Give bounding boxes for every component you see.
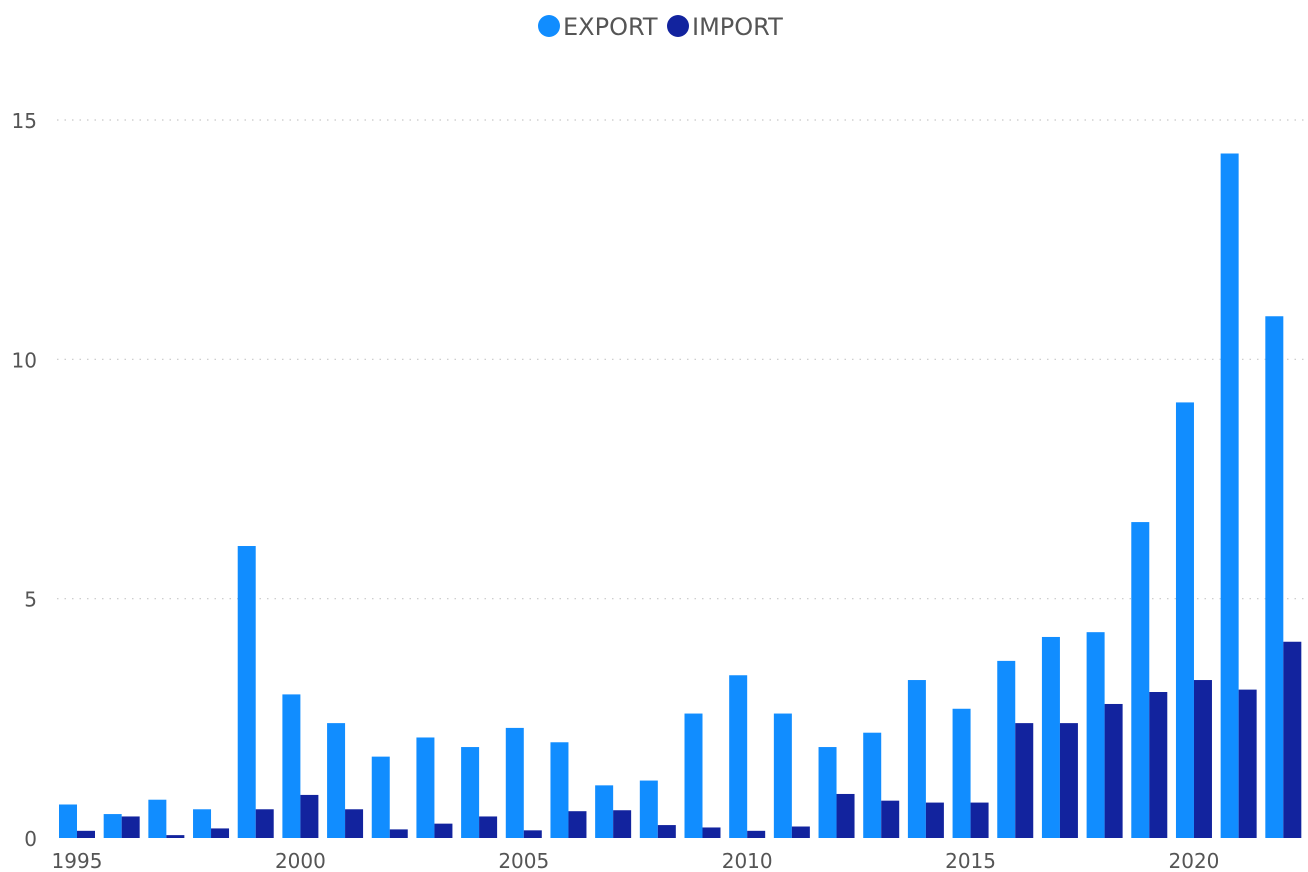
bar-import-2009[interactable] bbox=[702, 827, 721, 838]
bar-import-1997[interactable] bbox=[166, 835, 185, 838]
x-tick-label: 2010 bbox=[722, 849, 773, 872]
bar-import-2002[interactable] bbox=[389, 829, 408, 838]
y-tick-label: 5 bbox=[24, 588, 37, 612]
y-tick-label: 15 bbox=[12, 109, 37, 133]
bars bbox=[59, 153, 1302, 839]
bar-import-2019[interactable] bbox=[1149, 692, 1168, 838]
bar-export-1998[interactable] bbox=[193, 809, 212, 838]
bar-export-2009[interactable] bbox=[684, 713, 703, 838]
y-tick-label: 10 bbox=[12, 348, 37, 372]
bar-export-2020[interactable] bbox=[1175, 402, 1194, 838]
bar-import-2014[interactable] bbox=[925, 802, 944, 838]
bar-export-2012[interactable] bbox=[818, 747, 837, 838]
legend-label-export: EXPORT bbox=[563, 13, 658, 41]
bar-import-1998[interactable] bbox=[211, 828, 230, 838]
bar-export-2017[interactable] bbox=[1041, 636, 1060, 838]
bar-export-1997[interactable] bbox=[148, 799, 167, 838]
legend-marker-export bbox=[538, 15, 560, 37]
bar-import-2010[interactable] bbox=[747, 830, 766, 838]
bar-export-2007[interactable] bbox=[595, 785, 614, 838]
bar-export-2011[interactable] bbox=[773, 713, 792, 838]
bar-export-2006[interactable] bbox=[550, 742, 569, 838]
bar-import-1996[interactable] bbox=[121, 816, 140, 838]
bar-export-2013[interactable] bbox=[863, 732, 882, 838]
bar-import-2001[interactable] bbox=[345, 809, 364, 838]
x-tick-label: 1995 bbox=[52, 849, 103, 872]
gridlines bbox=[57, 119, 1308, 600]
bar-export-2004[interactable] bbox=[461, 747, 480, 838]
bar-import-2013[interactable] bbox=[881, 800, 900, 838]
bar-export-2022[interactable] bbox=[1265, 316, 1284, 839]
legend-label-import: IMPORT bbox=[692, 13, 783, 41]
bar-export-2019[interactable] bbox=[1131, 522, 1150, 838]
legend-marker-import bbox=[667, 15, 689, 37]
bar-import-2004[interactable] bbox=[479, 816, 498, 838]
bar-export-2003[interactable] bbox=[416, 737, 435, 838]
bar-import-2005[interactable] bbox=[523, 830, 542, 838]
bar-import-2016[interactable] bbox=[1015, 723, 1034, 838]
bar-import-2022[interactable] bbox=[1283, 641, 1302, 838]
bar-export-1995[interactable] bbox=[59, 804, 77, 838]
bar-import-1999[interactable] bbox=[255, 809, 274, 838]
legend-item-import[interactable]: IMPORT bbox=[667, 13, 783, 41]
bar-import-2020[interactable] bbox=[1193, 680, 1212, 838]
x-tick-label: 2015 bbox=[945, 849, 996, 872]
bar-export-1999[interactable] bbox=[237, 546, 256, 838]
bar-import-2021[interactable] bbox=[1238, 689, 1257, 838]
y-axis-tick-labels: 0 5 10 15 bbox=[12, 109, 37, 851]
bar-export-2001[interactable] bbox=[327, 723, 346, 838]
bar-export-2002[interactable] bbox=[371, 756, 390, 838]
bar-import-2017[interactable] bbox=[1059, 723, 1078, 838]
x-tick-label: 2000 bbox=[275, 849, 326, 872]
bar-import-2007[interactable] bbox=[613, 810, 632, 838]
bar-export-2005[interactable] bbox=[505, 727, 524, 838]
bar-import-2018[interactable] bbox=[1104, 703, 1123, 838]
bar-export-2021[interactable] bbox=[1220, 153, 1239, 839]
bar-import-2006[interactable] bbox=[568, 811, 587, 838]
bar-import-2008[interactable] bbox=[657, 825, 676, 838]
bar-import-2003[interactable] bbox=[434, 823, 453, 838]
bar-export-2018[interactable] bbox=[1086, 632, 1105, 838]
bar-import-2011[interactable] bbox=[791, 826, 810, 838]
bar-import-2015[interactable] bbox=[970, 802, 989, 838]
bar-export-2010[interactable] bbox=[729, 675, 748, 838]
bar-export-2008[interactable] bbox=[639, 780, 658, 838]
x-tick-label: 2020 bbox=[1169, 849, 1220, 872]
y-tick-label: 0 bbox=[24, 827, 37, 851]
x-tick-label: 2005 bbox=[498, 849, 549, 872]
legend[interactable]: EXPORT IMPORT bbox=[538, 13, 783, 41]
bar-import-2000[interactable] bbox=[300, 794, 319, 838]
bar-export-2016[interactable] bbox=[997, 660, 1016, 838]
bar-export-2014[interactable] bbox=[907, 680, 926, 838]
bar-import-1995[interactable] bbox=[77, 830, 95, 838]
legend-item-export[interactable]: EXPORT bbox=[538, 13, 658, 41]
bar-export-1996[interactable] bbox=[103, 814, 122, 838]
x-axis-tick-labels: 1995 2000 2005 2010 2015 2020 bbox=[52, 849, 1220, 872]
bar-export-2015[interactable] bbox=[952, 708, 971, 838]
bar-export-2000[interactable] bbox=[282, 694, 301, 838]
bar-import-2012[interactable] bbox=[836, 793, 855, 838]
